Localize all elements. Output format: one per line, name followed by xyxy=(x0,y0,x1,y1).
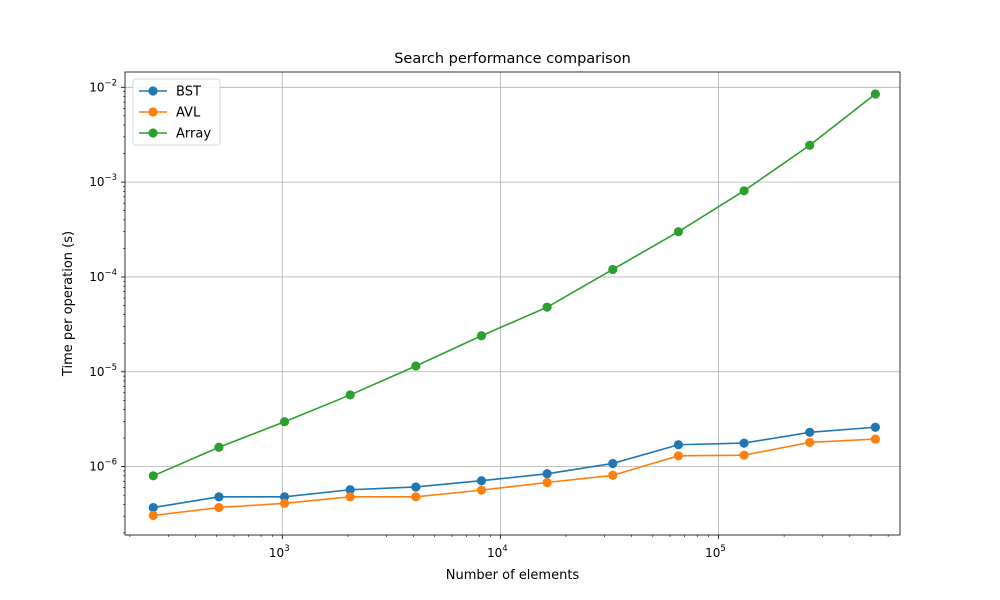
y-tick-label: 10−5 xyxy=(89,363,117,379)
x-axis-ticks: 103 104 105 xyxy=(269,535,726,560)
series-avl xyxy=(148,434,880,521)
data-point-array xyxy=(476,331,487,341)
data-point-array xyxy=(739,186,749,196)
legend-label: BST xyxy=(176,85,201,100)
data-point-array xyxy=(148,471,158,481)
data-point-avl xyxy=(148,510,158,521)
legend-item-array: Array xyxy=(139,127,211,142)
legend-marker xyxy=(148,107,158,117)
data-point-avl xyxy=(673,451,684,461)
data-point-bst xyxy=(608,458,618,469)
data-point-array xyxy=(805,140,815,150)
x-tick-label: 105 xyxy=(705,544,726,560)
data-point-array xyxy=(214,442,224,452)
data-point-avl xyxy=(739,450,749,460)
minor-ticks xyxy=(123,91,889,537)
legend-item-avl: AVL xyxy=(139,106,201,121)
chart-title: Search performance comparison xyxy=(394,51,631,67)
data-point-avl xyxy=(542,477,552,488)
data-point-avl xyxy=(805,437,815,448)
y-axis-label: Time per operation (s) xyxy=(61,231,76,377)
data-point-avl xyxy=(608,470,618,480)
data-point-avl xyxy=(279,498,290,508)
y-axis-ticks: 10−6 10−5 10−4 10−3 10−2 xyxy=(89,78,125,474)
data-point-bst xyxy=(870,422,880,432)
data-point-bst xyxy=(411,482,421,492)
data-point-bst xyxy=(345,485,355,495)
data-point-bst xyxy=(214,492,224,502)
y-tick-label: 10−3 xyxy=(89,173,117,189)
y-tick-label: 10−6 xyxy=(89,458,117,474)
y-tick-label: 10−2 xyxy=(89,78,117,94)
series-line-avl xyxy=(153,438,876,517)
data-point-bst xyxy=(542,469,552,479)
x-tick-label: 104 xyxy=(487,544,508,560)
legend: BST AVL Array xyxy=(132,78,221,146)
series-array xyxy=(148,89,880,481)
data-point-bst xyxy=(805,427,815,437)
data-point-array xyxy=(345,390,355,400)
data-point-avl xyxy=(476,485,487,495)
legend-item-bst: BST xyxy=(139,85,201,100)
data-point-array xyxy=(608,264,618,275)
data-point-avl xyxy=(411,492,421,502)
data-point-array xyxy=(673,227,684,237)
data-point-avl xyxy=(214,502,224,513)
data-point-array xyxy=(279,417,290,427)
data-point-array xyxy=(411,361,421,371)
series-line-bst xyxy=(153,426,876,509)
grid-lines xyxy=(125,72,900,535)
data-point-bst xyxy=(279,492,290,502)
x-tick-label: 103 xyxy=(269,544,290,560)
data-point-avl xyxy=(870,434,880,444)
plot-frame xyxy=(124,71,901,536)
legend-label: Array xyxy=(176,127,211,142)
y-tick-label: 10−4 xyxy=(89,268,117,284)
data-point-array xyxy=(870,89,880,99)
series-group xyxy=(148,89,880,521)
data-point-bst xyxy=(739,438,749,448)
data-point-array xyxy=(542,302,552,312)
data-point-bst xyxy=(476,476,487,486)
x-axis-label: Number of elements xyxy=(446,568,580,583)
data-point-avl xyxy=(345,492,355,502)
data-point-bst xyxy=(673,440,684,450)
legend-label: AVL xyxy=(176,106,201,121)
legend-marker xyxy=(148,128,158,138)
legend-box xyxy=(132,78,221,146)
data-point-bst xyxy=(148,502,158,513)
legend-marker xyxy=(148,86,158,96)
series-bst xyxy=(148,422,880,513)
series-line-array xyxy=(152,93,876,477)
